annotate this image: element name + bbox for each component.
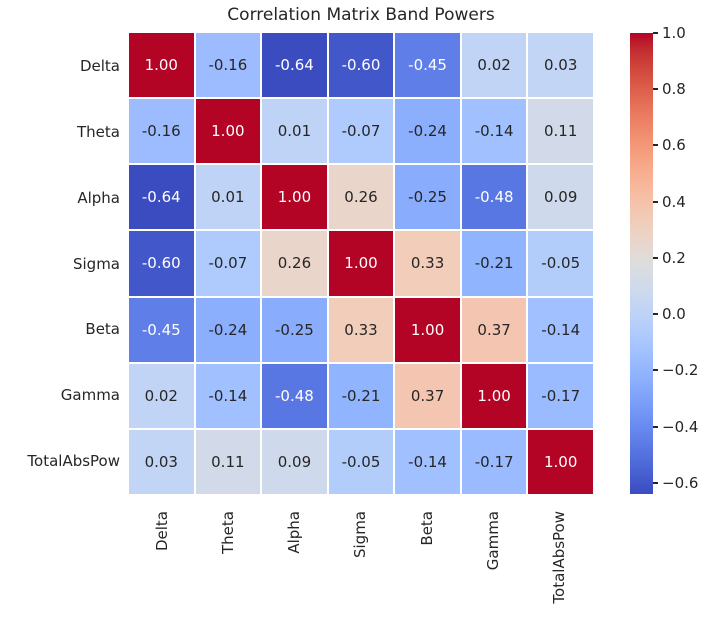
heatmap-cell: -0.16 [195, 33, 261, 98]
colorbar-tick-mark [653, 88, 658, 91]
colorbar-tick-label: 0.6 [662, 136, 686, 155]
heatmap-cell: 0.26 [262, 231, 327, 296]
colorbar-tick-label: −0.4 [662, 417, 699, 436]
chart-title: Correlation Matrix Band Powers [227, 5, 495, 25]
heatmap-cell: 1.00 [395, 297, 460, 362]
heatmap-cell: 1.00 [262, 165, 327, 230]
x-tick-label: Beta [394, 505, 460, 624]
heatmap-cell: -0.14 [395, 429, 460, 494]
colorbar [630, 33, 653, 494]
heatmap-grid: 1.00 -0.16 -0.64 -0.60 -0.45 0.02 0.03 -0.16 1.0… [129, 33, 593, 494]
colorbar-tick-label: 0.2 [662, 248, 686, 267]
heatmap-cell: -0.14 [461, 99, 527, 164]
colorbar-tick-label: 0.0 [662, 305, 686, 324]
heatmap-cell: -0.64 [262, 33, 327, 98]
heatmap-cell: -0.25 [395, 165, 460, 230]
heatmap-cell: 0.02 [129, 363, 194, 428]
heatmap-cell: -0.24 [195, 297, 261, 362]
y-axis-labels: Delta Theta Alpha Sigma Beta Gamma TotalAbsPow [0, 33, 120, 494]
y-tick-label: Beta [85, 320, 120, 339]
x-tick-label: Delta [129, 505, 195, 624]
heatmap-cell: 1.00 [195, 99, 261, 164]
heatmap-cell: 0.01 [262, 99, 327, 164]
heatmap-cell: 0.33 [395, 231, 460, 296]
heatmap-cell: -0.17 [461, 429, 527, 494]
colorbar-tick-mark [653, 369, 658, 372]
y-tick-label: Gamma [60, 386, 120, 405]
heatmap-cell: 0.11 [528, 99, 593, 164]
colorbar-tick-mark [653, 32, 658, 34]
y-tick-label: Sigma [72, 254, 120, 273]
colorbar-tick-label: 0.4 [662, 192, 686, 211]
heatmap-cell: 0.09 [528, 165, 593, 230]
colorbar-tick-label: −0.2 [662, 361, 699, 380]
heatmap-cell: -0.14 [528, 297, 593, 362]
heatmap-cell: -0.07 [195, 231, 261, 296]
y-tick-label: Delta [79, 56, 120, 75]
heatmap-cell: 0.09 [262, 429, 327, 494]
x-tick-label: Alpha [262, 505, 328, 624]
colorbar-tick-label: −0.6 [662, 473, 699, 492]
colorbar-tick-mark [653, 313, 658, 316]
heatmap-cell: 0.01 [195, 165, 261, 230]
colorbar-tick-mark [653, 256, 658, 259]
heatmap-cell: 1.00 [328, 231, 394, 296]
y-tick-label: Alpha [77, 188, 120, 207]
heatmap-cell: 0.37 [395, 363, 460, 428]
heatmap-cell: -0.24 [395, 99, 460, 164]
heatmap-cell: -0.05 [328, 429, 394, 494]
x-tick-label: Gamma [460, 505, 526, 624]
heatmap-cell: 0.02 [461, 33, 527, 98]
heatmap-cell: -0.21 [461, 231, 527, 296]
heatmap-cell: 0.03 [528, 33, 593, 98]
heatmap-cell: -0.60 [328, 33, 394, 98]
heatmap-cell: -0.05 [528, 231, 593, 296]
y-tick-label: Theta [77, 122, 120, 141]
heatmap-cell: 0.33 [328, 297, 394, 362]
heatmap-cell: -0.45 [129, 297, 194, 362]
heatmap-cell: -0.17 [528, 363, 593, 428]
colorbar-tick-mark [653, 481, 658, 484]
colorbar-tick-mark [653, 144, 658, 147]
heatmap-cell: -0.21 [328, 363, 394, 428]
colorbar-tick-mark [653, 425, 658, 428]
colorbar-tick-label: 1.0 [662, 24, 686, 42]
heatmap-cell: -0.07 [328, 99, 394, 164]
heatmap-cell: 0.26 [328, 165, 394, 230]
heatmap-cell: 0.37 [461, 297, 527, 362]
x-tick-label-text: Alpha [285, 511, 304, 554]
y-tick-label: TotalAbsPow [27, 452, 120, 471]
x-tick-label-text: Beta [417, 511, 436, 546]
x-axis-labels: Delta Theta Alpha Sigma Beta Gamma TotalAbsPow [129, 505, 593, 624]
x-tick-label: Sigma [328, 505, 394, 624]
heatmap-cell: -0.25 [262, 297, 327, 362]
x-tick-label: Theta [195, 505, 261, 624]
colorbar-tick-mark [653, 200, 658, 203]
heatmap-cell: 1.00 [528, 429, 593, 494]
x-tick-label-text: Theta [218, 511, 237, 554]
heatmap-cell: -0.45 [395, 33, 460, 98]
heatmap-cell: -0.48 [461, 165, 527, 230]
x-tick-label-text: Gamma [484, 511, 503, 571]
x-tick-label-text: Delta [152, 511, 171, 552]
heatmap-cell: -0.14 [195, 363, 261, 428]
heatmap-cell: 0.11 [195, 429, 261, 494]
heatmap-cell: -0.64 [129, 165, 194, 230]
heatmap-cell: -0.16 [129, 99, 194, 164]
heatmap-cell: -0.48 [262, 363, 327, 428]
x-tick-label: TotalAbsPow [527, 505, 593, 624]
heatmap-cell: 0.03 [129, 429, 194, 494]
heatmap-cell: -0.60 [129, 231, 194, 296]
x-tick-label-text: TotalAbsPow [550, 511, 569, 604]
heatmap-cell: 1.00 [129, 33, 194, 98]
colorbar-tick-label: 0.8 [662, 80, 686, 99]
x-tick-label-text: Sigma [351, 511, 370, 559]
heatmap-cell: 1.00 [461, 363, 527, 428]
